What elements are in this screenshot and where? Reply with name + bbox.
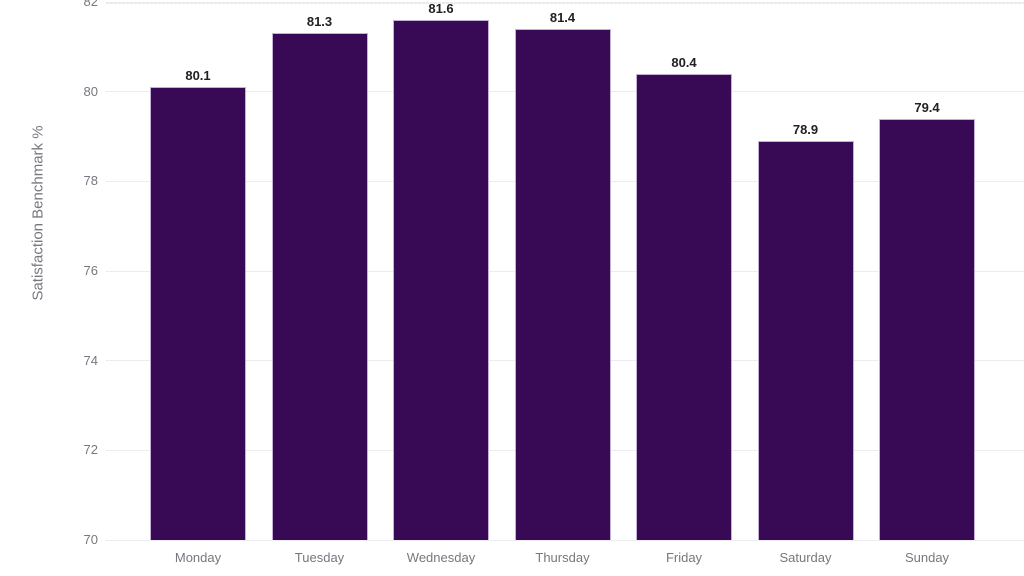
x-axis-label-monday: Monday	[174, 550, 222, 565]
bar-value-label-monday: 80.1	[185, 68, 211, 84]
bar-value-label-friday: 80.4	[671, 54, 697, 70]
gridline-y-82	[106, 1, 1024, 4]
y-tick-label-72: 72	[83, 442, 98, 458]
bar-thursday[interactable]	[514, 28, 611, 540]
bar-sunday[interactable]	[879, 118, 975, 540]
x-axis-label-sunday: Sunday	[904, 550, 950, 565]
x-axis-label-tuesday: Tuesday	[294, 550, 345, 565]
bar-monday[interactable]	[150, 87, 246, 540]
bar-value-label-saturday: 78.9	[792, 122, 819, 137]
y-tick-label-80: 80	[83, 83, 98, 99]
bar-wednesday[interactable]	[393, 19, 489, 540]
x-axis-label-wednesday: Wednesday	[406, 550, 476, 565]
y-tick-label-70: 70	[83, 531, 98, 547]
x-axis-label-friday: Friday	[665, 550, 703, 565]
bar-value-label-tuesday: 81.3	[306, 14, 333, 30]
bar-value-label-wednesday: 81.6	[428, 0, 454, 16]
gridline-y-70	[106, 539, 1024, 541]
bar-tuesday[interactable]	[271, 33, 368, 540]
x-axis-label-thursday: Thursday	[535, 550, 590, 565]
bar-value-label-sunday: 79.4	[914, 99, 940, 115]
y-tick-label-76: 76	[83, 262, 98, 278]
bar-value-label-thursday: 81.4	[549, 9, 576, 25]
y-tick-label-74: 74	[83, 352, 98, 368]
y-axis-title: Satisfaction Benchmark %	[29, 125, 47, 301]
y-tick-label-82: 82	[83, 0, 98, 9]
bar-friday[interactable]	[636, 73, 732, 540]
y-tick-label-78: 78	[83, 173, 98, 189]
x-axis-label-saturday: Saturday	[779, 550, 832, 565]
bar-saturday[interactable]	[757, 141, 854, 540]
